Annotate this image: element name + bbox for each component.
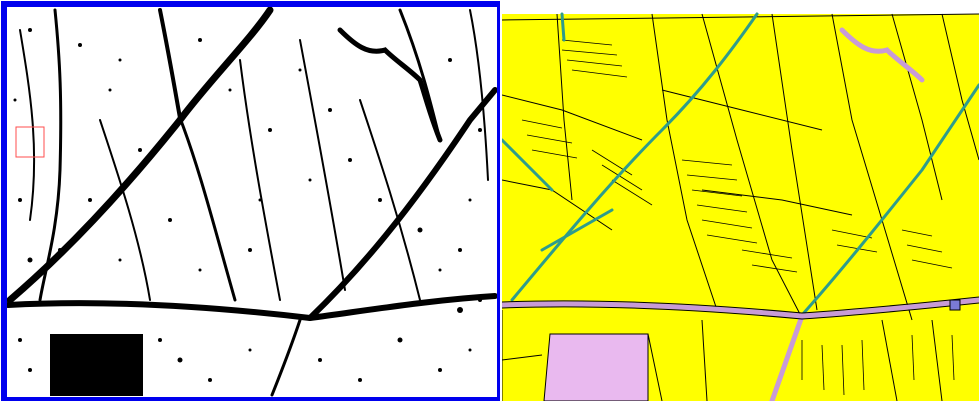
land-use-map-panel [502,0,979,401]
map-white-top-strip [502,0,979,14]
road-horizontal [502,297,979,319]
mask-road-lines [5,6,498,397]
mask-line-c [38,8,63,302]
canal-mid-branch [540,208,614,252]
roads [502,27,979,401]
canal-right-diagonal [800,83,979,317]
mask-diagonal-road-right [307,87,498,321]
mask-selection-box[interactable] [15,126,45,158]
road-edges [502,296,979,320]
mask-line-d [239,59,281,301]
canal-vertical [560,12,566,42]
canal-left-branch [502,138,554,192]
mask-dark-block [50,334,143,396]
land-use-map-svg [502,0,979,401]
binary-mask-panel [0,0,500,401]
field-hatching [521,39,955,396]
mask-line-b [178,116,237,302]
road-top-canal [839,27,925,83]
canals [502,12,979,317]
mask-line-e [299,39,346,291]
mask-canal-top [337,27,443,143]
mask-line-j [99,119,151,301]
mask-line-f [359,99,421,301]
mask-line-k [19,29,36,221]
parcel-borders [502,13,979,401]
mask-line-i [469,9,489,181]
mask-line-g [270,318,302,397]
binary-mask-svg [5,6,498,397]
built-up-parcel [543,333,649,401]
mask-diagonal-road-main [6,6,274,304]
mask-line-a [158,8,182,120]
map-building-marker [949,299,961,311]
canal-main-diagonal [510,12,759,302]
mask-horizontal-road [5,293,498,322]
mask-noise-specks [13,28,482,382]
road-diagonal-down [769,313,805,401]
